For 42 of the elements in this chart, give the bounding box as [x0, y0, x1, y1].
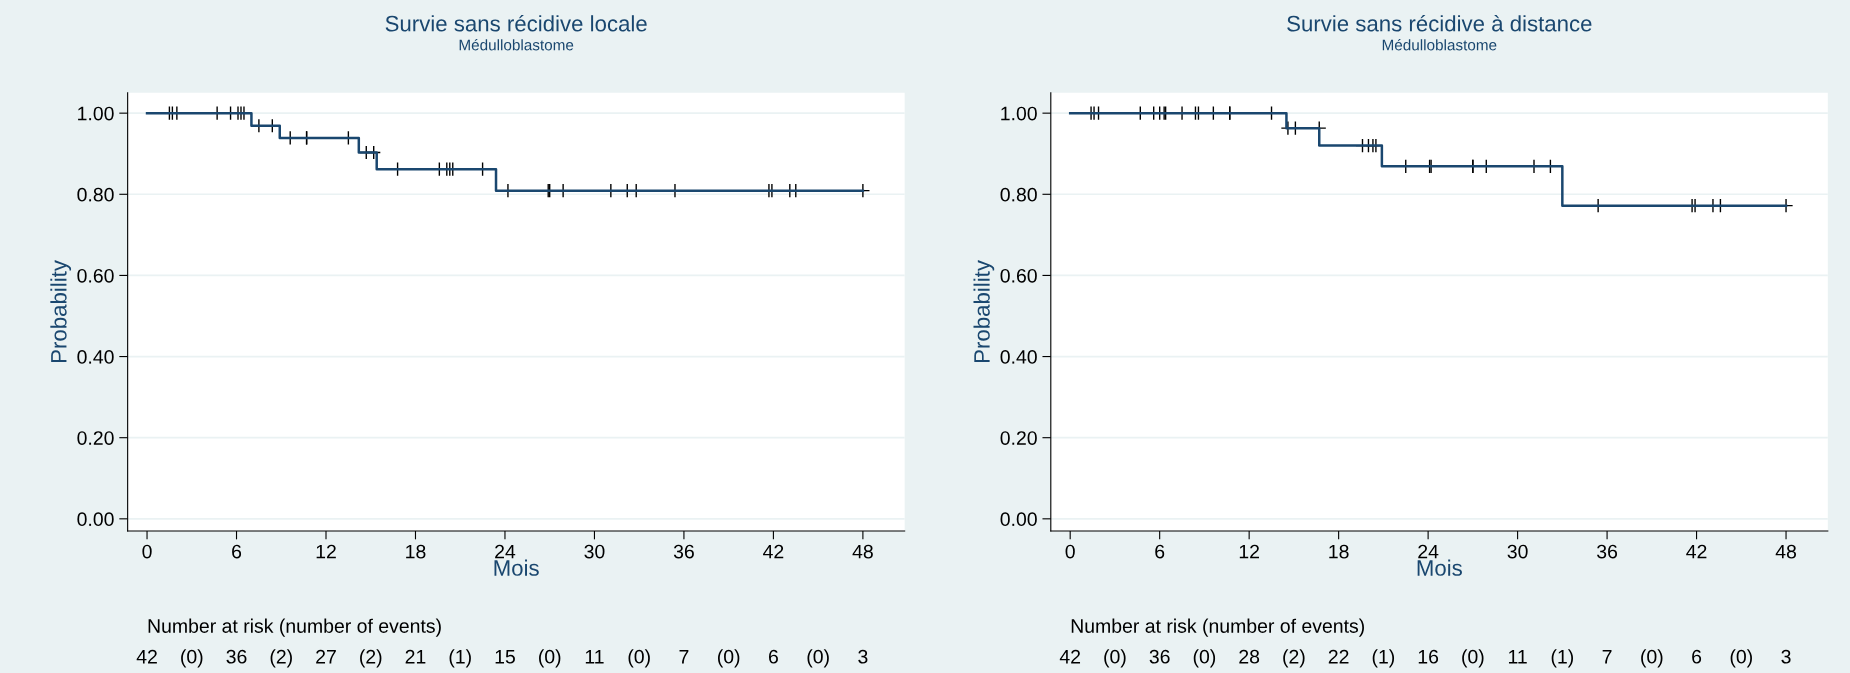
x-tick-label: 18	[1329, 544, 1349, 559]
x-tick-label: 18	[406, 544, 426, 559]
x-tick-label: 48	[852, 544, 873, 559]
chart-subtitle: Médulloblastome	[459, 39, 574, 51]
y-tick-label: 1.00	[1001, 106, 1037, 121]
x-tick-label: 30	[1507, 544, 1528, 559]
chart-subtitle: Médulloblastome	[1382, 39, 1497, 51]
y-tick-label: 0.40	[77, 350, 114, 364]
x-tick-label: 12	[316, 544, 336, 559]
y-tick-label: 0.00	[77, 512, 114, 527]
x-tick-label: 6	[232, 544, 242, 559]
x-tick-label: 42	[1686, 544, 1707, 559]
x-tick-label: 6	[1155, 544, 1165, 559]
text: 42 (0) 36 (2) 27 (2) 21 (1) 15 (0) 11 (0) 7 (0) 6 (0) 3	[136, 649, 868, 668]
y-tick-label: 0.80	[77, 187, 114, 202]
x-axis-title: Mois	[494, 559, 539, 576]
y-tick-label: 0.00	[1000, 512, 1037, 527]
x-tick-label: 30	[584, 544, 605, 559]
x-tick-label: 36	[673, 544, 694, 559]
x-tick-label: 0	[142, 544, 152, 559]
x-axis-title: Mois	[1417, 559, 1462, 576]
y-axis-title: Probability	[50, 260, 72, 362]
chart-title: Survie sans récidive locale	[385, 14, 647, 32]
text: 42 (0) 36 (0) 28 (2) 22 (1) 16 (0) 11 (1) 7 (0) 6 (0) 3	[1059, 649, 1791, 668]
y-axis-title: Probability	[973, 260, 995, 362]
x-tick-label: 36	[1597, 544, 1618, 559]
x-tick-label: 42	[763, 544, 784, 559]
y-tick-label: 0.80	[1000, 187, 1037, 202]
x-tick-label: 24	[1418, 544, 1439, 559]
text: Number at risk (number of events)	[1071, 618, 1364, 637]
x-tick-label: 12	[1239, 544, 1259, 559]
y-tick-label: 0.40	[1000, 350, 1037, 364]
y-tick-label: 0.60	[1000, 268, 1037, 283]
y-tick-label: 1.00	[78, 106, 114, 121]
x-tick-label: 24	[495, 544, 516, 559]
text: Number at risk (number of events)	[148, 618, 441, 637]
y-tick-label: 0.20	[1000, 431, 1037, 445]
y-tick-label: 0.20	[77, 431, 114, 445]
x-tick-label: 0	[1065, 544, 1075, 559]
x-tick-label: 48	[1775, 544, 1797, 559]
y-tick-label: 0.60	[77, 268, 114, 283]
chart-title: Survie sans récidive à distance	[1287, 14, 1592, 32]
